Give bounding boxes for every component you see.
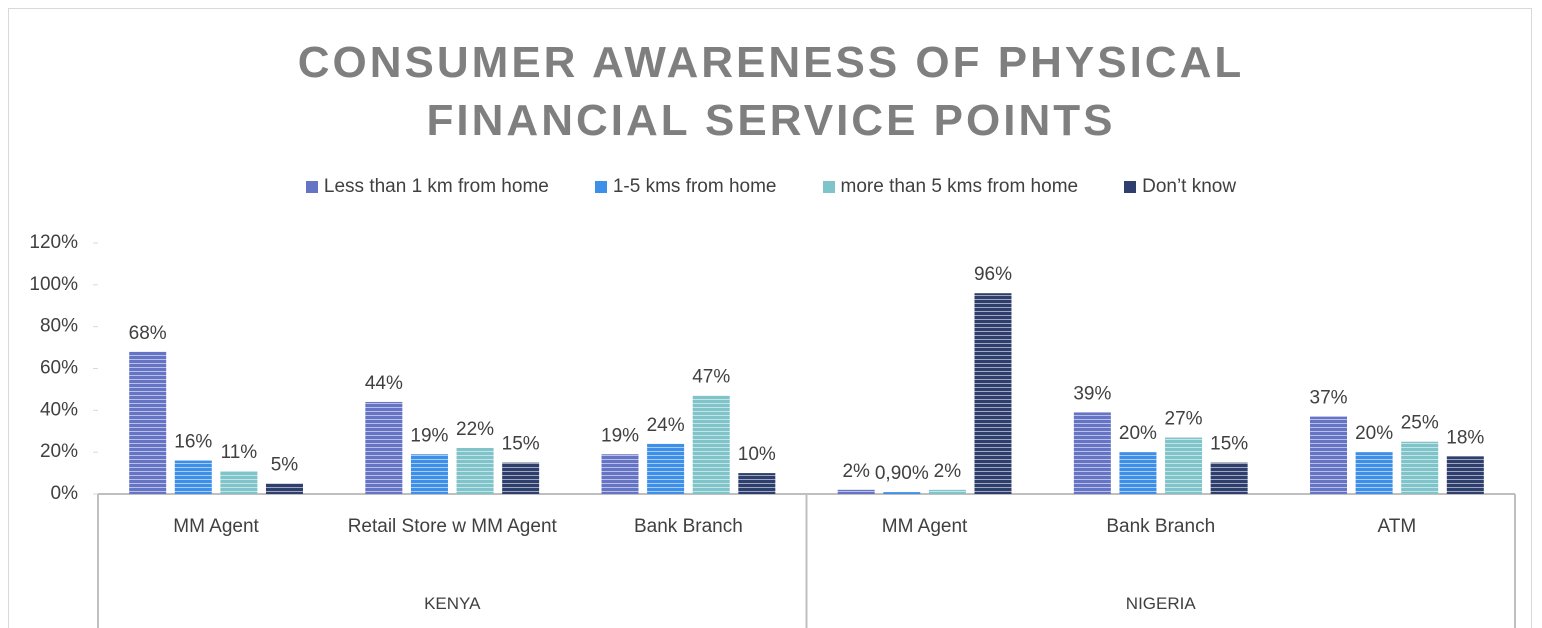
y-tick-label: 0% <box>51 483 79 504</box>
data-label: 20% <box>1119 423 1157 444</box>
x-tick-label: MM Agent <box>881 516 968 537</box>
data-label: 15% <box>1210 434 1248 455</box>
legend-item: 1-5 kms from home <box>594 176 777 198</box>
group-label: KENYA <box>424 594 481 613</box>
data-label: 37% <box>1310 388 1348 409</box>
bar <box>1446 456 1484 494</box>
legend-swatch <box>305 181 318 193</box>
data-label: 20% <box>1355 423 1393 444</box>
bar <box>129 351 167 494</box>
legend-swatch <box>822 181 835 193</box>
data-label: 18% <box>1446 427 1484 448</box>
data-label: 10% <box>738 444 776 465</box>
bar <box>1165 437 1203 494</box>
legend-item: Less than 1 km from home <box>305 176 549 198</box>
legend-label: Less than 1 km from home <box>323 176 549 197</box>
bar <box>410 454 448 494</box>
legend-item: Don’t know <box>1124 176 1236 198</box>
data-label: 96% <box>974 264 1012 285</box>
y-tick-label: 80% <box>40 316 78 337</box>
group-label: NIGERIA <box>1125 594 1196 613</box>
bar <box>220 470 258 494</box>
data-label: 0,90% <box>875 463 929 484</box>
bar <box>1119 452 1157 494</box>
bar <box>1210 462 1248 494</box>
y-tick-label: 120% <box>29 232 78 253</box>
data-label: 39% <box>1073 383 1111 404</box>
data-label: 24% <box>647 415 685 436</box>
y-tick-label: 40% <box>40 399 78 420</box>
bar <box>974 293 1012 494</box>
bar <box>1310 416 1348 494</box>
data-label: 5% <box>271 455 299 476</box>
data-label: 68% <box>129 323 167 344</box>
legend-swatch <box>594 181 607 193</box>
legend-label: Don’t know <box>1142 176 1237 197</box>
data-label: 44% <box>365 373 403 394</box>
bar <box>647 443 685 494</box>
bar <box>456 447 494 494</box>
legend: Less than 1 km from home 1-5 kms from hom… <box>0 176 1542 198</box>
bar <box>1355 452 1393 494</box>
y-tick-label: 100% <box>29 274 78 295</box>
data-label: 11% <box>221 442 258 463</box>
data-label: 27% <box>1165 409 1203 430</box>
bar <box>883 492 921 494</box>
data-label: 16% <box>174 432 212 453</box>
chart-title: CONSUMER AWARENESS OF PHYSICAL FINANCIAL… <box>297 38 1245 145</box>
bar <box>692 395 730 494</box>
y-tick-label: 20% <box>40 441 78 462</box>
bar <box>174 460 212 494</box>
bar <box>738 473 776 494</box>
legend-label: more than 5 kms from home <box>840 176 1079 197</box>
bar <box>265 483 303 494</box>
bar <box>1401 441 1439 494</box>
data-label: 19% <box>410 425 448 446</box>
bar <box>601 454 639 494</box>
x-tick-label: ATM <box>1377 516 1417 537</box>
x-tick-label: Bank Branch <box>1106 516 1216 537</box>
data-label: 25% <box>1401 413 1439 434</box>
data-label: 47% <box>692 367 730 388</box>
bar <box>928 489 966 494</box>
data-label: 22% <box>456 419 494 440</box>
x-tick-label: MM Agent <box>173 516 259 537</box>
data-label: 15% <box>502 434 540 455</box>
bar <box>837 489 875 494</box>
data-label: 2% <box>934 461 962 482</box>
data-label: 2% <box>842 461 870 482</box>
bar <box>502 462 540 494</box>
y-tick-label: 60% <box>40 358 78 379</box>
bar <box>365 401 403 494</box>
legend-swatch <box>1124 181 1137 193</box>
legend-item: more than 5 kms from home <box>822 176 1079 198</box>
bar <box>1073 412 1111 494</box>
x-tick-label: Bank Branch <box>634 516 743 537</box>
legend-label: 1-5 kms from home <box>612 176 777 197</box>
x-tick-label: Retail Store w MM Agent <box>347 516 557 537</box>
data-label: 19% <box>601 425 639 446</box>
chart-frame <box>8 8 1532 628</box>
